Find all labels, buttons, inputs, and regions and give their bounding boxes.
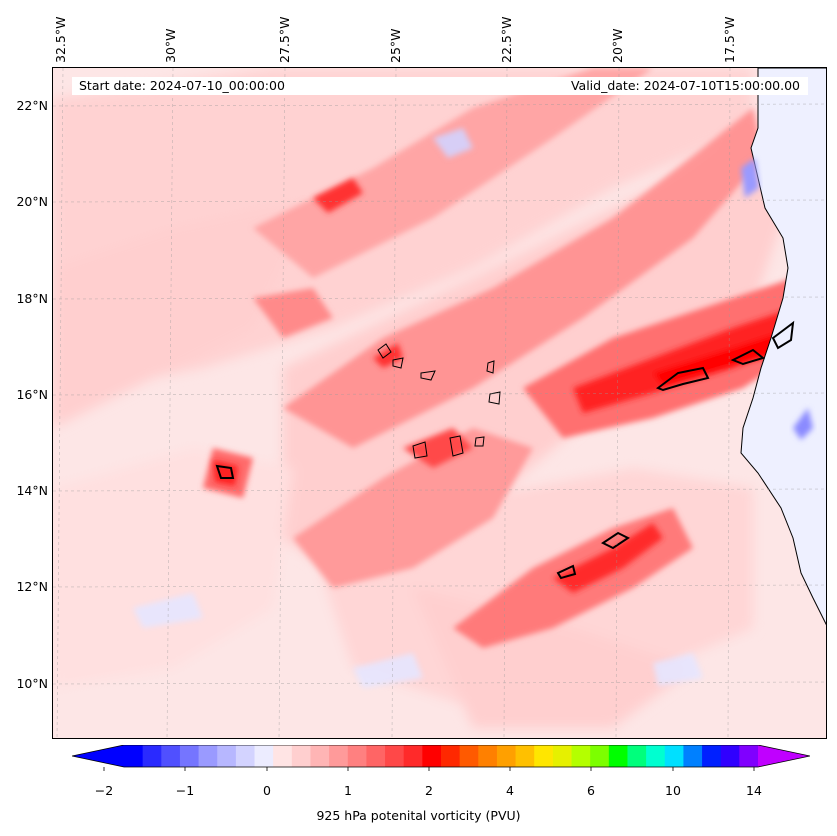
- valid-date-label: Valid_date: 2024-07-10T15:00:00.00: [570, 78, 800, 93]
- start-date-label: Start date: 2024-07-10_00:00:00: [79, 78, 285, 93]
- graticule: [53, 68, 826, 738]
- colorbar-tick: 2: [425, 783, 433, 798]
- info-bar: Start date: 2024-07-10_00:00:00 Valid_da…: [72, 77, 808, 95]
- colorbar-tick: −1: [175, 783, 195, 798]
- colorbar-swatch: [441, 745, 461, 767]
- colorbar-swatch: [291, 745, 312, 767]
- colorbar-swatch: [571, 745, 591, 767]
- land-africa: [740, 68, 826, 626]
- colorbar-tick: −2: [94, 783, 114, 798]
- lat-label: 22°N: [16, 98, 48, 113]
- colorbar-swatch: [142, 745, 162, 767]
- lon-label: 20°W: [610, 28, 625, 63]
- lat-label: 20°N: [16, 194, 48, 209]
- colorbar-swatch: [366, 745, 386, 767]
- colorbar-swatch: [403, 745, 423, 767]
- colorbar-swatch: [161, 745, 181, 767]
- colorbar-swatch: [385, 745, 405, 767]
- colorbar-swatch: [179, 745, 200, 767]
- colorbar-swatch: [273, 745, 293, 767]
- colorbar-swatch: [534, 745, 554, 767]
- colorbar-extend-max: [758, 745, 810, 767]
- colorbar-swatch: [646, 745, 666, 767]
- colorbar-swatch: [739, 745, 759, 767]
- colorbar-tick: 6: [587, 783, 595, 798]
- colorbar-swatch: [515, 745, 535, 767]
- colorbar-swatch: [664, 745, 685, 767]
- land-negative-patch: [793, 408, 813, 440]
- colorbar-swatch: [422, 745, 442, 767]
- colorbar: [72, 745, 810, 771]
- lon-label: 32.5°W: [53, 16, 68, 63]
- lat-label: 18°N: [16, 291, 48, 306]
- map-frame[interactable]: [52, 67, 827, 739]
- lat-label: 14°N: [16, 483, 48, 498]
- colorbar-swatch: [478, 745, 498, 767]
- land-negative-patch: [741, 158, 759, 198]
- colorbar-swatch: [235, 745, 256, 767]
- colorbar-swatch: [254, 745, 274, 767]
- colorbar-swatch: [496, 745, 517, 767]
- lon-label: 22.5°W: [499, 16, 514, 63]
- colorbar-swatch: [217, 745, 237, 767]
- colorbar-swatch: [329, 745, 349, 767]
- lat-label: 16°N: [16, 387, 48, 402]
- colorbar-tick: 10: [665, 783, 681, 798]
- pv-contours-negative: [133, 128, 703, 688]
- colorbar-tick: 0: [263, 783, 271, 798]
- lon-label: 27.5°W: [277, 16, 292, 63]
- colorbar-label: 925 hPa potenital vorticity (PVU): [316, 808, 521, 823]
- colorbar-swatch: [347, 745, 368, 767]
- pv-thick-contours: [215, 320, 795, 580]
- colorbar-outline: [72, 745, 810, 768]
- colorbar-tick: 1: [344, 783, 352, 798]
- colorbar-swatch: [683, 745, 703, 767]
- colorbar-swatch: [627, 745, 647, 767]
- pv-field-map: [53, 68, 826, 738]
- lat-label: 10°N: [16, 676, 48, 691]
- colorbar-extend-min: [72, 745, 124, 767]
- colorbar-swatch: [124, 745, 144, 767]
- cape-verde-islands: [377, 343, 501, 459]
- colorbar-tick: 14: [746, 783, 762, 798]
- colorbar-swatch: [552, 745, 573, 767]
- colorbar-swatch: [459, 745, 479, 767]
- colorbar-swatch: [198, 745, 218, 767]
- colorbar-swatch: [702, 745, 722, 767]
- colorbar-swatch: [720, 745, 740, 767]
- lon-label: 25°W: [388, 28, 403, 63]
- lon-label: 30°W: [163, 28, 178, 63]
- colorbar-tick: 4: [506, 783, 514, 798]
- lon-label: 17.5°W: [722, 16, 737, 63]
- lat-label: 12°N: [16, 579, 48, 594]
- colorbar-swatch: [310, 745, 330, 767]
- colorbar-swatch: [608, 745, 629, 767]
- colorbar-swatch: [590, 745, 610, 767]
